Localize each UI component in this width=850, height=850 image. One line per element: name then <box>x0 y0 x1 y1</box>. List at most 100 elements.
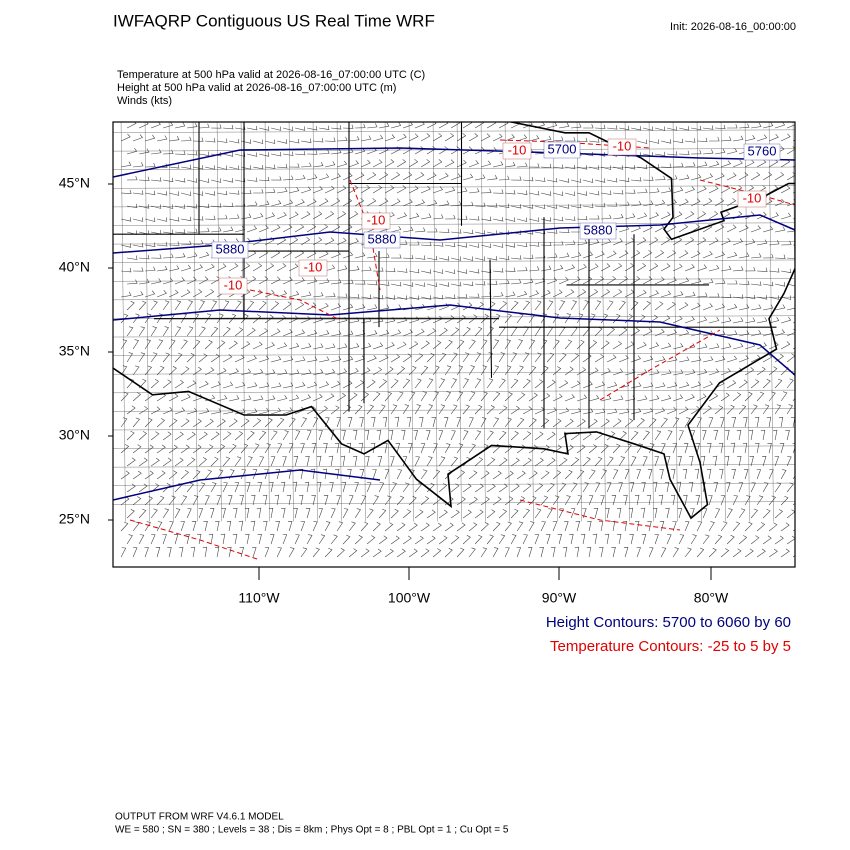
wind-barb <box>301 343 312 350</box>
wind-barb <box>516 365 524 376</box>
temperature-contour <box>699 179 795 206</box>
wind-barb <box>660 290 672 298</box>
wind-barb <box>462 352 470 363</box>
wind-barb <box>330 224 341 233</box>
wind-barb <box>480 547 488 558</box>
wind-barb <box>210 482 217 493</box>
wind-barb <box>648 417 657 428</box>
wind-barb <box>732 548 742 558</box>
wind-barb <box>138 352 146 363</box>
wind-barb <box>396 522 406 532</box>
wind-barb <box>180 393 191 402</box>
wind-barb <box>155 547 161 558</box>
wind-barb <box>493 217 504 222</box>
wind-barb <box>569 533 574 545</box>
wind-barb <box>661 369 672 376</box>
wind-barb <box>559 228 570 234</box>
wind-barb <box>169 135 180 142</box>
wind-barb <box>714 355 726 363</box>
wind-barb <box>636 469 641 480</box>
wind-barb <box>642 430 650 441</box>
wind-barb <box>259 176 270 182</box>
wind-barb <box>145 162 156 168</box>
height-label: 5880 <box>368 231 397 246</box>
wind-barb <box>168 521 174 532</box>
wind-barb <box>456 522 466 532</box>
wind-barb <box>751 122 762 129</box>
wind-barb <box>474 509 484 519</box>
wind-barb <box>667 151 678 156</box>
wind-barb <box>397 295 408 300</box>
wind-barb <box>223 152 234 157</box>
wind-barb <box>661 187 672 194</box>
county-line <box>113 408 795 412</box>
county-line <box>113 278 795 282</box>
wind-barb <box>576 444 586 454</box>
wind-barb <box>121 161 132 168</box>
wind-barb <box>336 392 347 402</box>
wind-barb <box>342 303 354 311</box>
wind-barb <box>395 442 400 454</box>
wind-barb <box>659 468 664 480</box>
wind-barb <box>623 494 628 506</box>
wind-barb <box>156 418 166 428</box>
county-line <box>528 122 534 522</box>
wind-barb <box>649 188 660 194</box>
wind-barb <box>744 495 751 506</box>
wind-barb <box>468 339 476 350</box>
wind-barb <box>594 456 603 467</box>
wind-barb <box>732 159 743 168</box>
wind-barb <box>306 406 317 415</box>
wind-barb <box>439 282 450 287</box>
wind-barb <box>438 535 448 545</box>
wind-barb <box>787 304 795 311</box>
wind-barb <box>280 481 286 493</box>
wind-barb <box>186 276 197 285</box>
wind-barb <box>390 482 397 493</box>
wind-barb <box>247 125 258 131</box>
title: IWFAQRP Contiguous US Real Time WRF <box>113 11 435 30</box>
wind-barb <box>306 277 318 285</box>
wind-barb <box>624 418 634 428</box>
wind-barb <box>402 404 410 415</box>
wind-barb <box>690 534 697 545</box>
wind-barb <box>408 185 419 194</box>
wind-barb <box>480 522 489 532</box>
wind-barb <box>733 343 744 350</box>
wind-barb <box>744 521 753 532</box>
wind-barb <box>708 521 715 532</box>
height-contour <box>113 469 381 501</box>
wind-barb <box>205 215 216 220</box>
wind-barb <box>600 444 609 454</box>
wind-barb <box>588 313 596 324</box>
wind-barb <box>504 470 514 480</box>
wind-barb <box>738 404 747 415</box>
wind-barb <box>258 224 269 233</box>
wind-barb <box>516 290 528 298</box>
wind-barb <box>162 352 170 363</box>
wind-barb <box>468 160 479 168</box>
wind-barb <box>714 172 725 181</box>
wind-barb <box>283 175 294 181</box>
wind-barb <box>438 172 449 181</box>
wind-barb <box>522 534 528 545</box>
temperature-contour <box>519 499 681 531</box>
wind-barb <box>450 327 460 337</box>
wind-barb <box>181 240 192 246</box>
wind-barb <box>293 456 299 467</box>
wind-barb <box>528 470 538 480</box>
wind-barb <box>132 365 140 376</box>
wind-barb <box>660 394 672 402</box>
wind-barb <box>396 212 407 220</box>
wind-barb <box>174 457 184 467</box>
wind-barb <box>762 535 772 545</box>
wind-barb <box>564 495 571 506</box>
wind-barb <box>781 268 792 274</box>
wind-barb <box>762 404 770 415</box>
wind-barb <box>450 378 457 389</box>
wind-barb <box>144 134 156 142</box>
temperature-contour <box>129 519 261 561</box>
wind-barb <box>330 534 338 545</box>
wind-barb <box>450 146 461 155</box>
wind-barb <box>649 395 660 402</box>
